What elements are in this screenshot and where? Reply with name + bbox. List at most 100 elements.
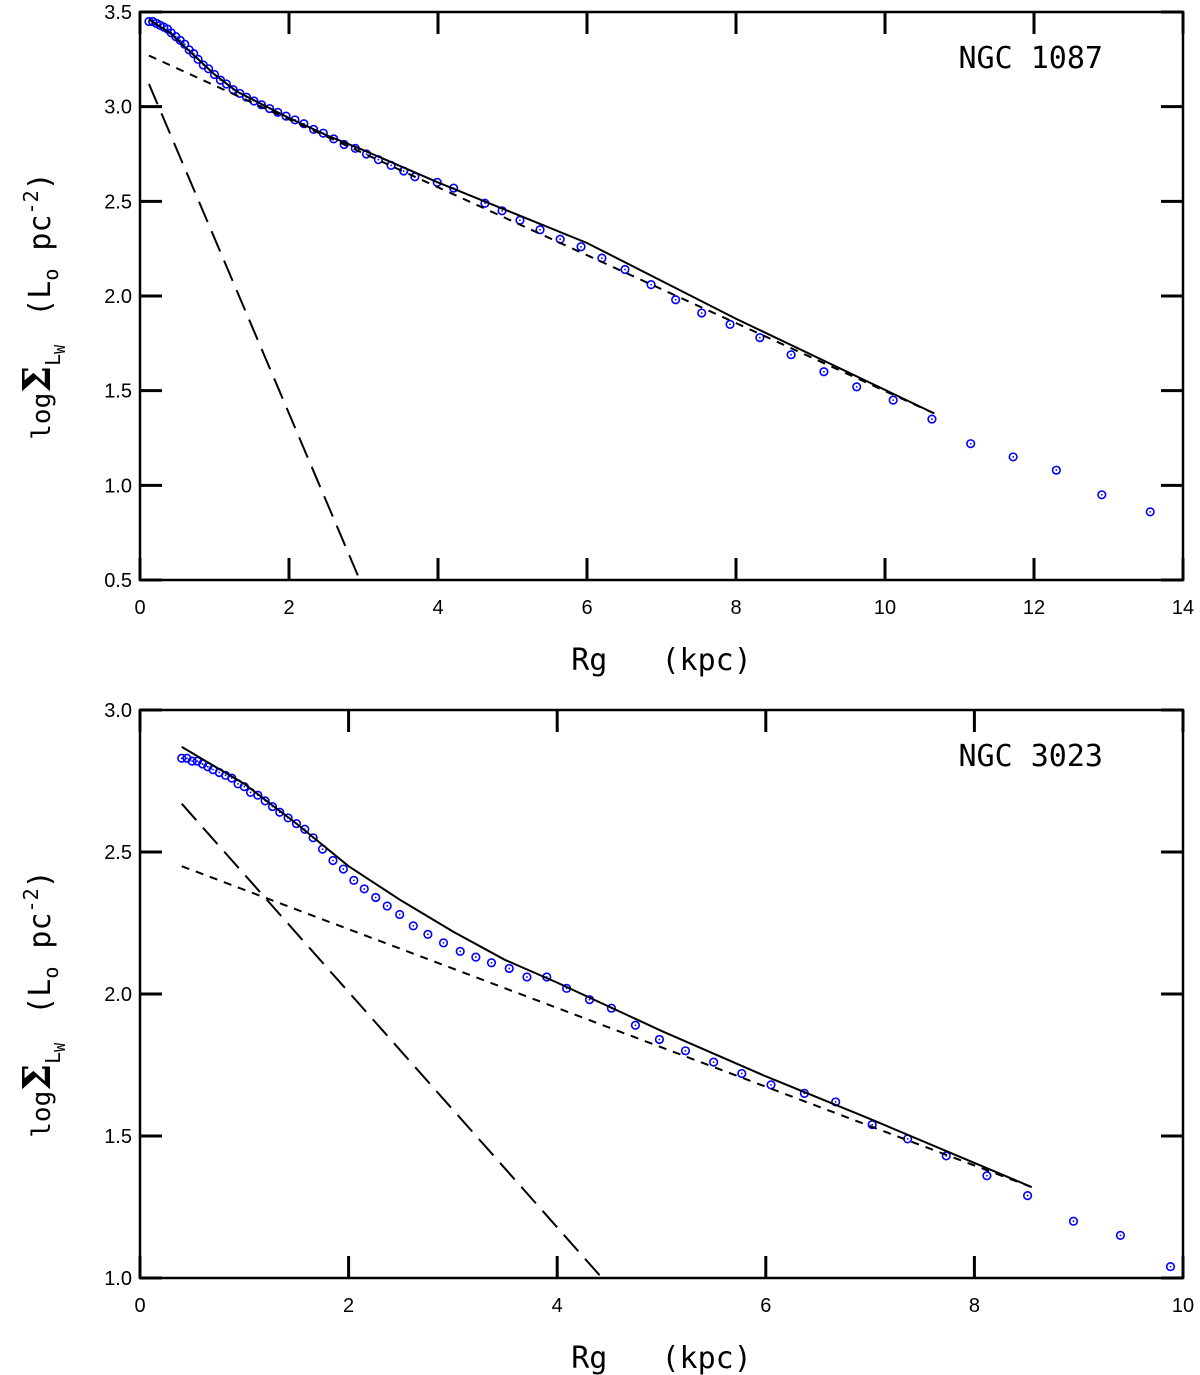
x-tick-label: 8 <box>969 1295 980 1317</box>
data-point <box>486 958 497 968</box>
data-point <box>966 439 976 449</box>
data-point <box>338 864 348 874</box>
x-axis-label: Rg (kpc) <box>571 1341 752 1375</box>
y-label-part: log <box>27 393 57 440</box>
data-point-center <box>1072 1220 1075 1223</box>
data-point <box>265 103 275 114</box>
data-point <box>1022 1191 1033 1201</box>
y-label-part: (L <box>23 979 58 1015</box>
y-tick-label: 1.0 <box>104 475 132 497</box>
y-label-part: ) <box>23 870 58 888</box>
data-point <box>1145 507 1155 517</box>
data-point <box>1068 1216 1079 1226</box>
y-label-part: pc <box>23 214 58 268</box>
data-point <box>382 901 392 911</box>
data-point-center <box>224 774 227 777</box>
data-point <box>189 49 199 59</box>
data-point <box>725 319 735 330</box>
data-point-center <box>892 399 895 402</box>
x-tick-label: 12 <box>1023 597 1045 619</box>
data-point-center <box>352 879 355 882</box>
data-point <box>267 801 278 812</box>
data-point-center <box>601 257 603 260</box>
x-tick-label: 4 <box>432 597 443 619</box>
data-point-center <box>700 312 703 314</box>
panel: 0 2 4 6 8 10 12 14 0.5 1.0 1.5 2.0 2.5 3.0 3.5 NGC 1087… <box>14 2 1194 678</box>
data-point <box>209 69 220 80</box>
data-point <box>300 824 310 834</box>
x-tick-label: 10 <box>874 597 896 619</box>
data-point <box>1097 490 1107 500</box>
x-tick-label: 6 <box>581 597 592 619</box>
x-tick-label: 0 <box>134 1295 145 1317</box>
data-point <box>221 79 232 89</box>
y-label-part: -2 <box>19 888 43 912</box>
data-point <box>395 909 405 920</box>
plot-frame <box>138 10 1185 582</box>
data-point <box>256 100 267 110</box>
data-point-center <box>770 1083 772 1086</box>
data-point-center <box>855 385 858 388</box>
data-point <box>438 938 449 948</box>
data-point-center <box>1026 1194 1029 1197</box>
data-point-center <box>729 323 731 326</box>
x-tick-label: 2 <box>283 597 294 619</box>
data-point-center <box>539 228 541 231</box>
data-point <box>193 54 203 64</box>
data-point <box>423 929 433 939</box>
y-label-part: o <box>39 269 63 281</box>
y-tick-label: 3.0 <box>104 97 132 119</box>
data-point <box>709 1057 719 1067</box>
data-point-center <box>459 950 462 953</box>
y-tick-label: 1.5 <box>104 1126 132 1148</box>
data-point <box>680 1046 691 1056</box>
data-point-center <box>183 43 186 46</box>
data-point-center <box>906 1137 909 1140</box>
data-point <box>1008 452 1018 462</box>
x-tick-label: 10 <box>1172 1295 1194 1317</box>
data-point-center <box>365 153 368 155</box>
data-point-center <box>166 28 169 30</box>
data-point-center <box>580 245 582 248</box>
data-point <box>620 264 630 275</box>
data-point <box>1115 1230 1126 1240</box>
y-tick-label: 2.5 <box>104 842 132 864</box>
fit-line <box>180 803 603 1279</box>
data-point-center <box>321 848 324 851</box>
data-point <box>671 295 681 305</box>
data-point-center <box>501 209 503 212</box>
data-point-center <box>1119 1234 1122 1237</box>
data-point-center <box>986 1174 988 1177</box>
fit-line <box>148 83 361 581</box>
data-point-center <box>249 791 252 794</box>
data-point-center <box>206 765 209 768</box>
data-point-center <box>758 336 761 339</box>
y-label-part: ) <box>23 172 58 190</box>
data-point-center <box>1100 493 1103 496</box>
y-tick-label: 1.0 <box>104 1268 132 1290</box>
data-point-center <box>237 782 239 785</box>
annotation: NGC 1087 <box>959 41 1104 76</box>
data-point-center <box>508 967 511 970</box>
data-point <box>888 395 898 405</box>
y-tick-label: 3.0 <box>104 700 132 722</box>
fit-line <box>181 746 1033 1189</box>
y-tick-label: 0.5 <box>104 570 132 592</box>
data-point-center <box>442 941 445 944</box>
x-tick-label: 6 <box>760 1295 771 1317</box>
data-point <box>308 833 318 843</box>
y-tick-label: 1.5 <box>104 381 132 403</box>
data-point-center <box>790 353 793 356</box>
data-point <box>755 333 765 343</box>
data-point-center <box>519 219 521 222</box>
y-label-part: pc <box>23 912 58 966</box>
data-point-center <box>1169 1265 1172 1268</box>
data-point <box>1165 1262 1176 1272</box>
data-point-center <box>196 760 199 763</box>
data-point-center <box>377 158 380 161</box>
y-tick-label: 3.5 <box>104 2 132 24</box>
data-point-center <box>191 760 194 763</box>
data-point <box>308 124 319 134</box>
data-point <box>291 818 302 829</box>
